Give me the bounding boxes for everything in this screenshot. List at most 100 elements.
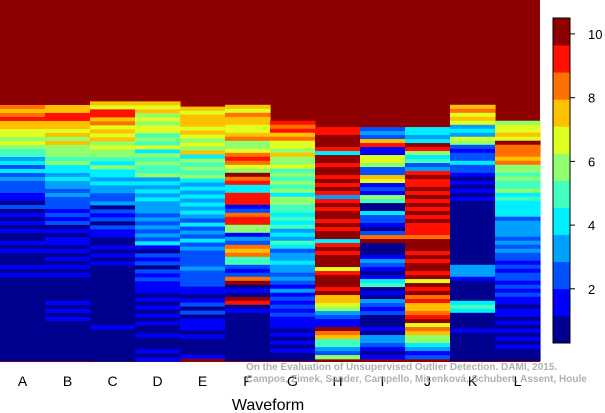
heatmap-cell: [0, 156, 46, 162]
heatmap-cell: [405, 343, 451, 348]
heatmap-cell: [450, 352, 496, 358]
heatmap-cell: [450, 292, 496, 298]
heatmap-cell: [450, 236, 496, 242]
heatmap-cell: [315, 135, 361, 140]
heatmap-cell: [90, 121, 136, 126]
heatmap-cell: [450, 148, 496, 154]
heatmap-cell: [495, 308, 541, 314]
heatmap-cell: [45, 356, 91, 362]
heatmap-cell: [45, 224, 91, 230]
x-tick-label: B: [63, 373, 72, 389]
heatmap-cell: [0, 208, 46, 214]
heatmap-cell: [0, 200, 46, 206]
heatmap-cell: [135, 149, 181, 154]
heatmap-cell: [495, 332, 541, 338]
heatmap-cell: [405, 267, 451, 272]
heatmap-cell: [360, 151, 406, 156]
heatmap-cell: [360, 135, 406, 140]
heatmap-cell: [270, 316, 316, 322]
heatmap-cell: [45, 172, 91, 178]
heatmap-cell: [0, 228, 46, 234]
heatmap-cell: [0, 152, 46, 158]
heatmap-cell: [180, 166, 226, 171]
heatmap-cell: [225, 228, 271, 234]
heatmap-cell: [405, 191, 451, 196]
heatmap-cell: [135, 233, 181, 238]
heatmap-cell: [405, 203, 451, 208]
heatmap-cell: [450, 172, 496, 178]
heatmap-cell: [270, 140, 316, 146]
heatmap-cell: [45, 104, 91, 110]
heatmap-cell: [225, 260, 271, 266]
heatmap-cell: [450, 264, 496, 270]
heatmap-cell: [90, 189, 136, 194]
heatmap-cell: [135, 209, 181, 214]
heatmap-cell: [90, 313, 136, 318]
heatmap-cell: [45, 304, 91, 310]
heatmap-cell: [90, 101, 136, 106]
heatmap-cell: [405, 323, 451, 328]
heatmap-cell: [90, 301, 136, 306]
heatmap-cell: [270, 172, 316, 178]
heatmap-cell: [270, 292, 316, 298]
heatmap-cell: [405, 251, 451, 256]
heatmap-cell: [90, 341, 136, 346]
heatmap-cell: [315, 263, 361, 268]
credit-line-2: Campos, Zimek, Sander, Campello, Micenko…: [246, 374, 587, 385]
heatmap-cell: [135, 157, 181, 162]
heatmap-cell: [45, 324, 91, 330]
heatmap-cell: [90, 209, 136, 214]
heatmap-cell: [45, 348, 91, 354]
colorbar-frame: [552, 17, 571, 344]
heatmap-cell: [135, 317, 181, 322]
heatmap-cell: [315, 167, 361, 172]
heatmap-cell: [315, 247, 361, 252]
heatmap-cell: [495, 120, 541, 126]
heatmap-cell: [405, 183, 451, 188]
heatmap-cell: [180, 122, 226, 127]
heatmap-cell: [180, 350, 226, 355]
heatmap-cell: [0, 276, 46, 282]
heatmap-cell: [360, 255, 406, 260]
heatmap-cell: [450, 280, 496, 286]
heatmap-cell: [360, 315, 406, 320]
heatmap-cell: [315, 259, 361, 264]
heatmap-cell: [270, 160, 316, 166]
heatmap-cell: [45, 128, 91, 134]
heatmap-cell: [135, 309, 181, 314]
heatmap-cell: [225, 356, 271, 362]
x-tick-label: G: [287, 373, 298, 389]
heatmap-cell: [495, 200, 541, 206]
heatmap-cell: [450, 312, 496, 318]
heatmap-cell: [0, 304, 46, 310]
heatmap-cell: [270, 336, 316, 342]
heatmap-cell: [270, 148, 316, 154]
heatmap-cell: [225, 280, 271, 286]
heatmap-cell: [45, 292, 91, 298]
heatmap-cell: [90, 349, 136, 354]
heatmap-cell: [450, 224, 496, 230]
heatmap-cell: [495, 336, 541, 342]
heatmap-cell: [0, 244, 46, 250]
heatmap-cell: [90, 321, 136, 326]
heatmap-cell: [360, 155, 406, 160]
heatmap-cell: [135, 329, 181, 334]
heatmap-cell: [315, 171, 361, 176]
heatmap-cell: [135, 349, 181, 354]
heatmap-cell: [135, 129, 181, 134]
heatmap-cell: [315, 183, 361, 188]
heatmap-cell: [0, 176, 46, 182]
heatmap-cell: [135, 105, 181, 110]
heatmap-cell: [315, 211, 361, 216]
heatmap-cell: [180, 270, 226, 275]
heatmap-cell: [270, 352, 316, 358]
heatmap-cell: [180, 302, 226, 307]
heatmap-cell: [315, 139, 361, 144]
colorbar-swatch: [553, 315, 570, 344]
heatmap-cell: [270, 328, 316, 334]
heatmap-cell: [90, 125, 136, 130]
heatmap-cell: [405, 263, 451, 268]
heatmap-cell: [0, 340, 46, 346]
heatmap-cell: [450, 156, 496, 162]
heatmap-cell: [315, 267, 361, 272]
